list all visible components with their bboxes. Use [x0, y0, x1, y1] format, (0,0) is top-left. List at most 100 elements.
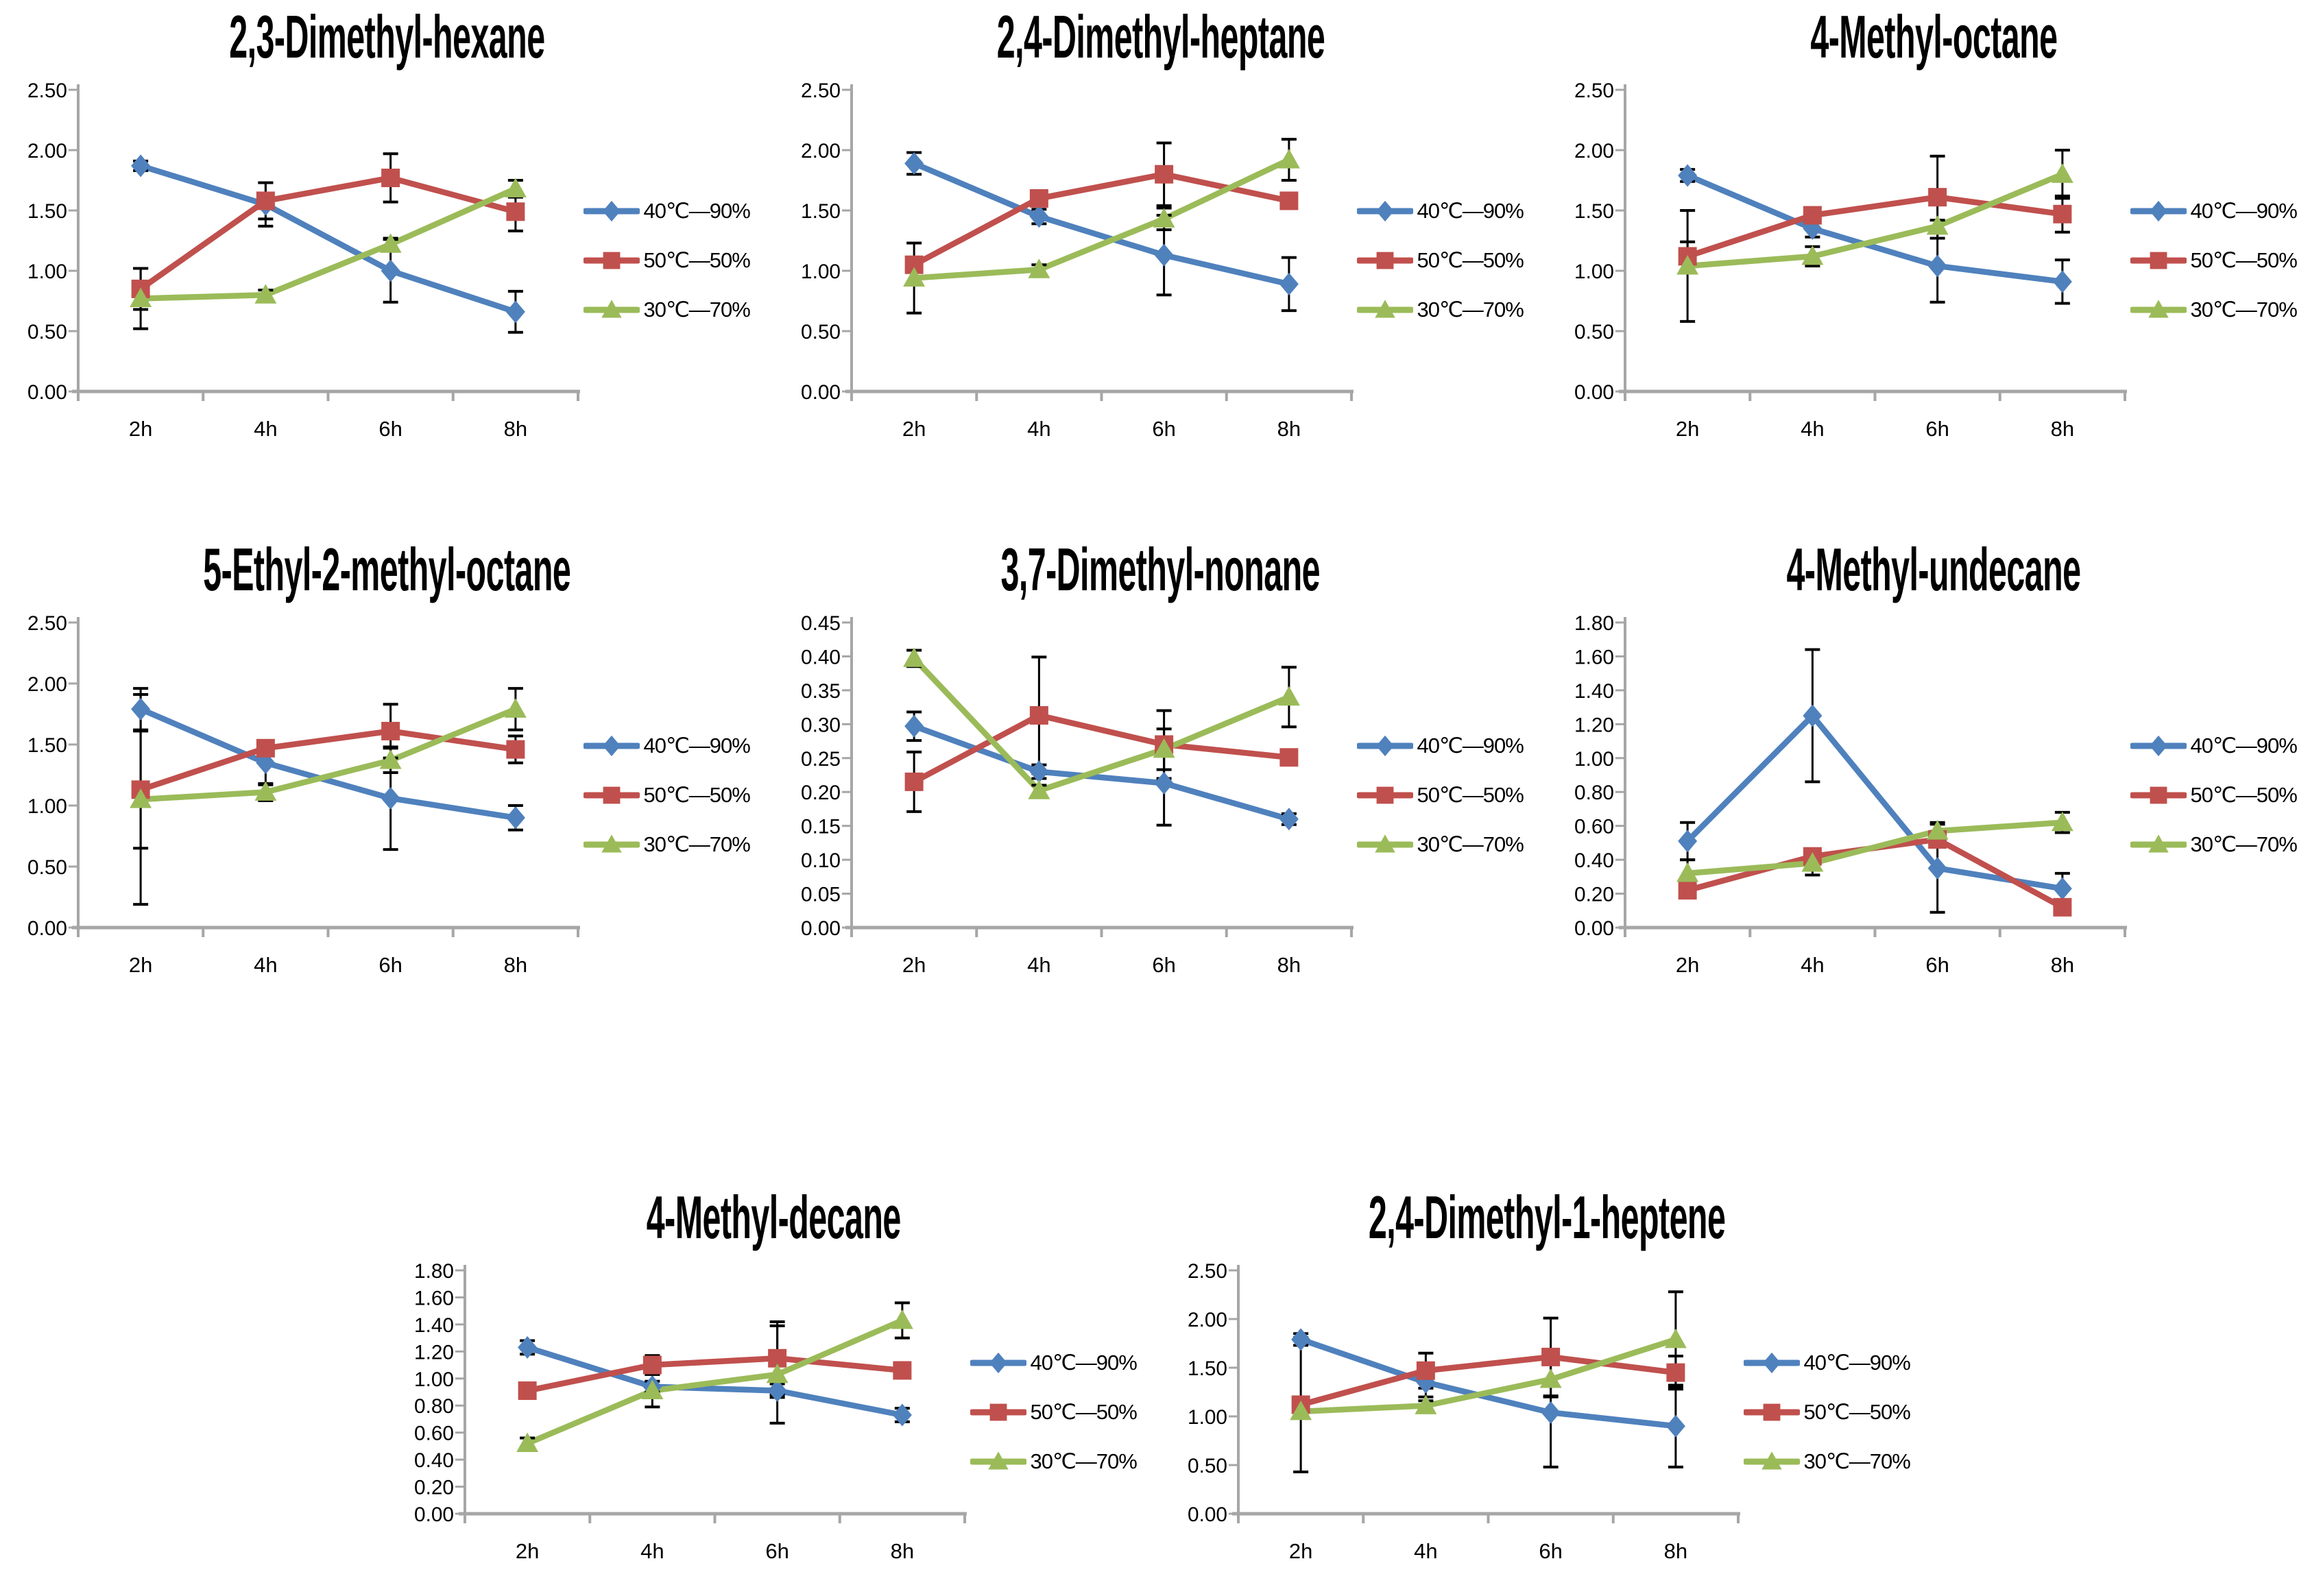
diamond-marker-icon — [904, 714, 924, 738]
legend-item: 30℃—70% — [583, 294, 769, 326]
x-axis-tick-label: 4h — [1801, 417, 1824, 441]
series-line — [1684, 172, 2065, 285]
legend-swatch-icon — [1356, 834, 1413, 852]
x-axis-tick-label: 8h — [1277, 417, 1300, 441]
chart-plot: 0.00 0.50 1.00 1.50 2.00 2.50 2h 4h 6h 8h — [27, 612, 580, 977]
legend-swatch-icon — [1356, 300, 1413, 318]
triangle-marker-icon — [504, 178, 527, 197]
square-marker-icon — [2150, 252, 2167, 269]
diamond-marker-icon — [2149, 200, 2167, 222]
legend-label: 50℃—50% — [2190, 782, 2298, 807]
series-line — [137, 175, 518, 292]
chart-cell: 3,7-Dimethyl-nonane 0.00 0.05 0.10 0.15 0.20 0… — [774, 537, 1548, 1010]
triangle-marker-icon — [2051, 811, 2073, 832]
legend-label: 40℃—90% — [643, 199, 751, 223]
x-axis-tick-label: 6h — [1152, 417, 1175, 441]
legend-item: 40℃—90% — [970, 1347, 1155, 1379]
square-marker-icon — [381, 721, 400, 740]
square-marker-icon — [1416, 1361, 1435, 1380]
x-axis-tick-label: 4h — [1027, 417, 1050, 441]
diamond-marker-icon — [1279, 272, 1299, 295]
triangle-marker-icon — [1664, 1328, 1687, 1349]
legend-item: 50℃—50% — [583, 245, 769, 276]
diamond-marker-icon — [517, 1335, 537, 1359]
diamond-marker-icon — [602, 200, 621, 222]
legend-label: 50℃—50% — [643, 782, 751, 807]
diamond-marker-icon — [505, 806, 525, 830]
legend-swatch-icon — [970, 1403, 1026, 1420]
legend-item: 30℃—70% — [1743, 1446, 1929, 1477]
chart-legend: 40℃—90% 50℃—50% 30℃—70% — [1356, 730, 1542, 860]
chart-plot: 0.00 0.20 0.40 0.60 0.80 1.00 1.20 1.40 1.60 1.80… — [414, 1260, 967, 1563]
y-axis-tick-label: 2.00 — [1188, 1309, 1227, 1331]
square-marker-icon — [1803, 206, 1822, 225]
y-axis-tick-label: 1.20 — [414, 1341, 454, 1364]
chart-legend: 40℃—90% 50℃—50% 30℃—70% — [1743, 1347, 1929, 1477]
chart-body: 0.00 0.05 0.10 0.15 0.20 0.25 0.30 0.35 0.40 0.45… — [774, 602, 1548, 1010]
legend-label: 30℃—70% — [1417, 298, 1524, 322]
triangle-marker-icon — [891, 1309, 913, 1329]
triangle-marker-icon — [1801, 852, 1823, 872]
square-marker-icon — [2150, 786, 2167, 803]
square-marker-icon — [381, 168, 400, 187]
legend-item: 40℃—90% — [1356, 730, 1542, 762]
diamond-marker-icon — [1290, 1328, 1310, 1351]
chart-title: 4-Methyl-undecane — [1548, 537, 2321, 602]
legend-swatch-icon — [1743, 1403, 1800, 1420]
legend-label: 40℃—90% — [1803, 1350, 1911, 1375]
series-line — [137, 706, 518, 821]
triangle-marker-icon — [987, 1451, 1009, 1469]
legend-label: 30℃—70% — [1417, 832, 1524, 856]
chart-legend: 40℃—90% 50℃—50% 30℃—70% — [583, 195, 769, 326]
series-line — [137, 706, 518, 803]
chart-title-text: 5-Ethyl-2-methyl-octane — [203, 535, 572, 603]
y-axis-tick-label: 0.00 — [414, 1503, 454, 1526]
legend-swatch-icon — [583, 252, 640, 269]
square-marker-icon — [1541, 1347, 1560, 1366]
legend-label: 30℃—70% — [2190, 298, 2298, 322]
diamond-marker-icon — [904, 152, 924, 175]
legend-swatch-icon — [1356, 786, 1413, 803]
triangle-marker-icon — [1277, 149, 1300, 169]
legend-item: 40℃—90% — [1356, 195, 1542, 227]
y-axis-tick-label: 2.00 — [27, 140, 67, 162]
x-axis-tick-label: 4h — [254, 953, 277, 977]
legend-item: 30℃—70% — [1356, 829, 1542, 860]
diamond-marker-icon — [989, 1352, 1007, 1373]
legend-label: 50℃—50% — [1417, 248, 1524, 272]
legend-item: 50℃—50% — [2130, 245, 2316, 276]
diamond-marker-icon — [381, 259, 400, 282]
x-axis-tick-label: 2h — [128, 417, 152, 441]
diamond-marker-icon — [1677, 830, 1697, 853]
y-axis-tick-label: 1.40 — [1574, 680, 1614, 703]
y-axis-tick-label: 0.15 — [801, 816, 841, 838]
triangle-marker-icon — [1277, 686, 1300, 706]
y-axis-tick-label: 0.80 — [414, 1395, 454, 1418]
legend-swatch-icon — [1356, 252, 1413, 269]
legend-swatch-icon — [2130, 300, 2187, 318]
triangle-marker-icon — [2051, 163, 2073, 183]
square-marker-icon — [505, 202, 525, 221]
triangle-marker-icon — [1289, 1400, 1312, 1420]
y-axis-tick-label: 1.00 — [27, 261, 67, 283]
legend-swatch-icon — [2130, 252, 2187, 269]
chart-title: 2,4-Dimethyl-1-heptene — [1161, 1185, 1934, 1250]
chart-cell: 2,4-Dimethyl-heptane 0.00 0.50 1.00 1.50 2.00… — [774, 4, 1548, 474]
legend-label: 50℃—50% — [1417, 782, 1524, 807]
y-axis-tick-label: 1.00 — [414, 1368, 454, 1391]
x-axis-tick-label: 4h — [254, 417, 277, 441]
legend-item: 50℃—50% — [2130, 779, 2316, 811]
y-axis-tick-label: 1.20 — [1574, 714, 1614, 736]
chart-title: 4-Methyl-octane — [1548, 4, 2321, 69]
diamond-marker-icon — [602, 735, 621, 756]
chart-title: 5-Ethyl-2-methyl-octane — [1, 537, 774, 602]
square-marker-icon — [1154, 165, 1173, 184]
diamond-marker-icon — [1279, 808, 1299, 831]
triangle-marker-icon — [1926, 215, 1949, 235]
series-line — [1297, 1336, 1679, 1415]
y-axis-tick-label: 0.40 — [1574, 849, 1614, 872]
square-marker-icon — [1029, 705, 1048, 725]
diamond-marker-icon — [1154, 771, 1174, 795]
series-line — [524, 1317, 905, 1447]
y-axis-tick-label: 1.00 — [1188, 1406, 1227, 1429]
